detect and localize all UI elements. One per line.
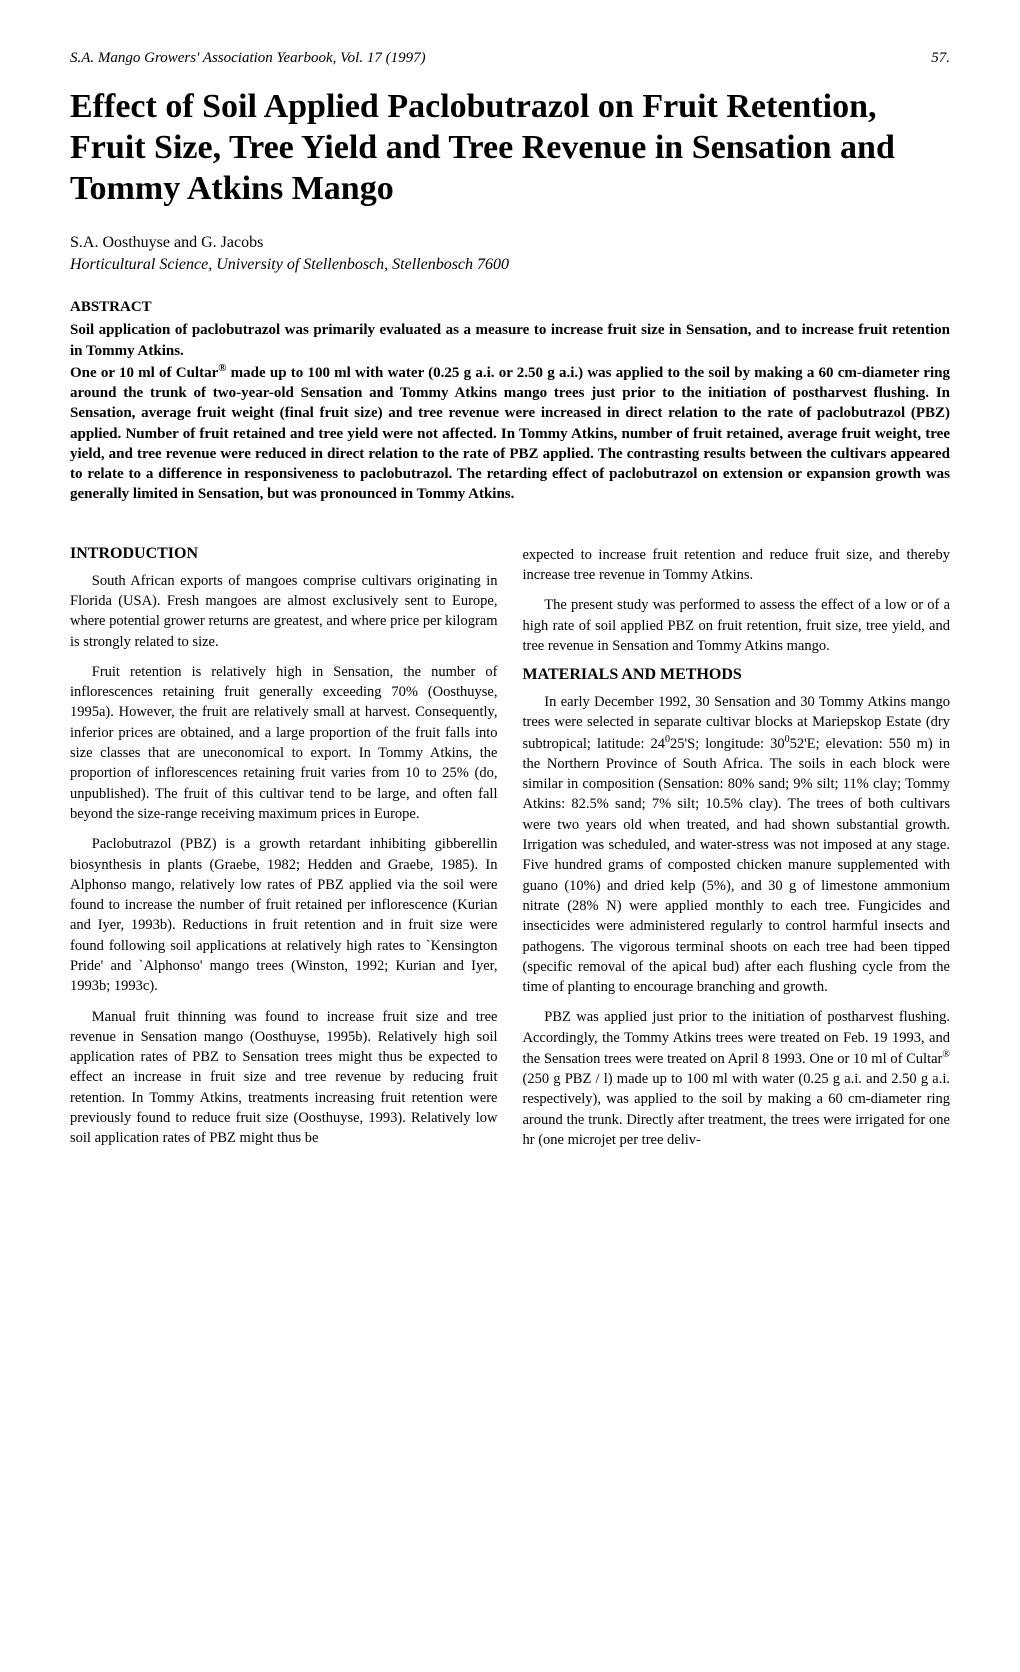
methods-p1c: 52'E; elevation: 550 m) in the Northern …	[523, 736, 951, 996]
page-number: 57.	[931, 50, 950, 67]
intro-p4: Manual fruit thinning was found to incre…	[70, 1007, 498, 1149]
intro-p6: The present study was performed to asses…	[523, 595, 951, 656]
methods-p1b: 25'S; longitude: 30	[670, 736, 785, 752]
introduction-heading: INTRODUCTION	[70, 545, 498, 563]
right-column: expected to increase fruit retention and…	[523, 545, 951, 1161]
affiliation: Horticultural Science, University of Ste…	[70, 256, 950, 274]
intro-p2: Fruit retention is relatively high in Se…	[70, 662, 498, 824]
left-column: INTRODUCTION South African exports of ma…	[70, 545, 498, 1161]
registered-mark-2: ®	[942, 1049, 950, 1060]
abstract-p1: Soil application of paclobutrazol was pr…	[70, 322, 950, 358]
methods-p2: PBZ was applied just prior to the initia…	[523, 1007, 951, 1150]
journal-header: S.A. Mango Growers' Association Yearbook…	[70, 50, 426, 67]
authors: S.A. Oosthuyse and G. Jacobs	[70, 234, 950, 252]
methods-p2a: PBZ was applied just prior to the initia…	[523, 1009, 951, 1066]
intro-p1: South African exports of mangoes compris…	[70, 571, 498, 652]
intro-p5: expected to increase fruit retention and…	[523, 545, 951, 586]
abstract-p2a: One or 10 ml of Cultar	[70, 365, 218, 381]
intro-p3: Paclobutrazol (PBZ) is a growth retardan…	[70, 834, 498, 996]
methods-p2b: (250 g PBZ / l) made up to 100 ml with w…	[523, 1071, 951, 1148]
paper-title: Effect of Soil Applied Paclobutrazol on …	[70, 87, 950, 209]
methods-p1: In early December 1992, 30 Sensation and…	[523, 692, 951, 997]
abstract-p2b: made up to 100 ml with water (0.25 g a.i…	[70, 365, 950, 503]
methods-heading: MATERIALS AND METHODS	[523, 666, 951, 684]
abstract-body: Soil application of paclobutrazol was pr…	[70, 320, 950, 504]
abstract-heading: ABSTRACT	[70, 299, 950, 316]
